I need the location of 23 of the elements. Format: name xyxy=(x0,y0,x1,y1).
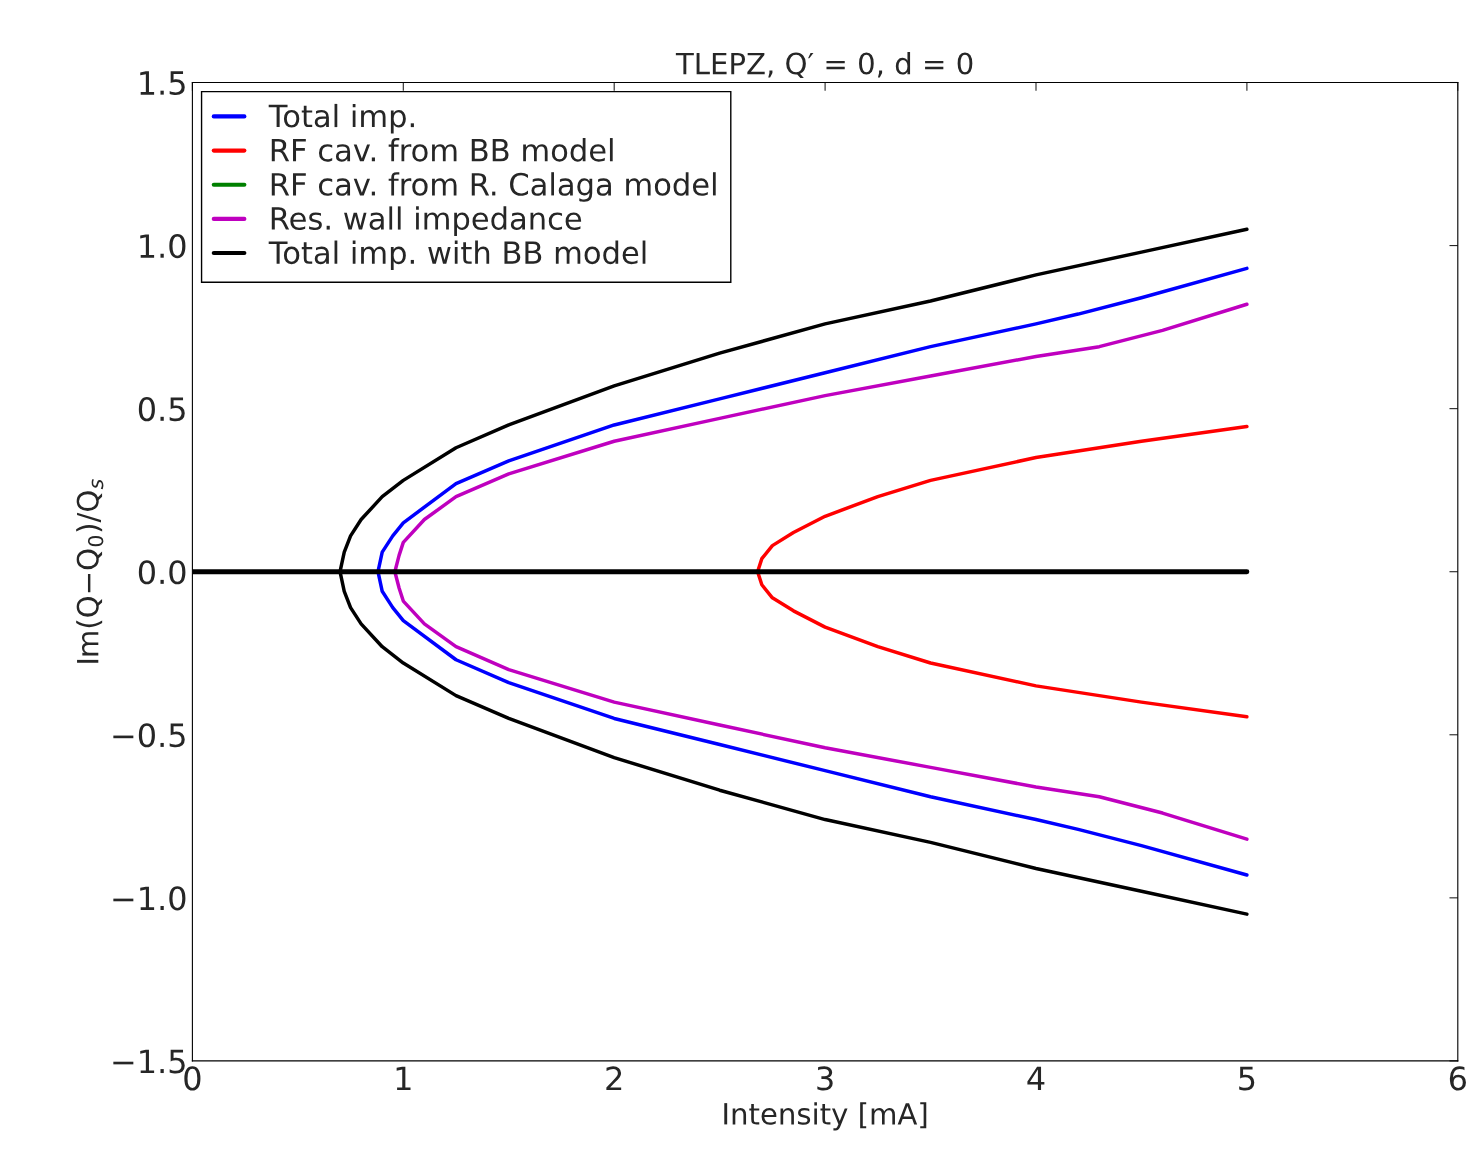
y-axis-title: Im(Q−Q$_{0}$)/Q$_{s}$ xyxy=(76,479,104,663)
x-axis-title: Intensity [mA] xyxy=(724,1102,927,1131)
x-tick-label: 2 xyxy=(606,1066,622,1091)
y-tick-label: 1.5 xyxy=(140,71,185,96)
y-tick-label: −1.0 xyxy=(113,886,186,911)
y-tick-label: 0.5 xyxy=(138,397,185,422)
x-tick-label: 3 xyxy=(817,1066,833,1091)
chart-title: TLEPZ, Q′ = 0, d = 0 xyxy=(675,52,973,78)
y-tick-label: 1.0 xyxy=(140,234,186,259)
x-tick-label: 4 xyxy=(1027,1066,1045,1091)
x-tick-label: 6 xyxy=(1449,1066,1466,1091)
legend-label: Total imp. xyxy=(268,103,414,134)
legend-label: RF cav. from R. Calaga model xyxy=(271,172,716,202)
x-tick-label: 0 xyxy=(184,1066,201,1091)
y-tick-label: −0.5 xyxy=(113,723,185,748)
legend-label: Res. wall impedance xyxy=(271,206,582,236)
y-tick-label: 0.0 xyxy=(138,560,186,585)
y-tick-label: −1.5 xyxy=(113,1049,185,1074)
legend-label: RF cav. from BB model xyxy=(271,138,613,162)
legend-label: Total imp. with BB model xyxy=(268,240,646,271)
line-series xyxy=(755,424,1249,719)
x-tick-label: 1 xyxy=(396,1066,411,1091)
x-tick-label: 5 xyxy=(1239,1066,1255,1091)
